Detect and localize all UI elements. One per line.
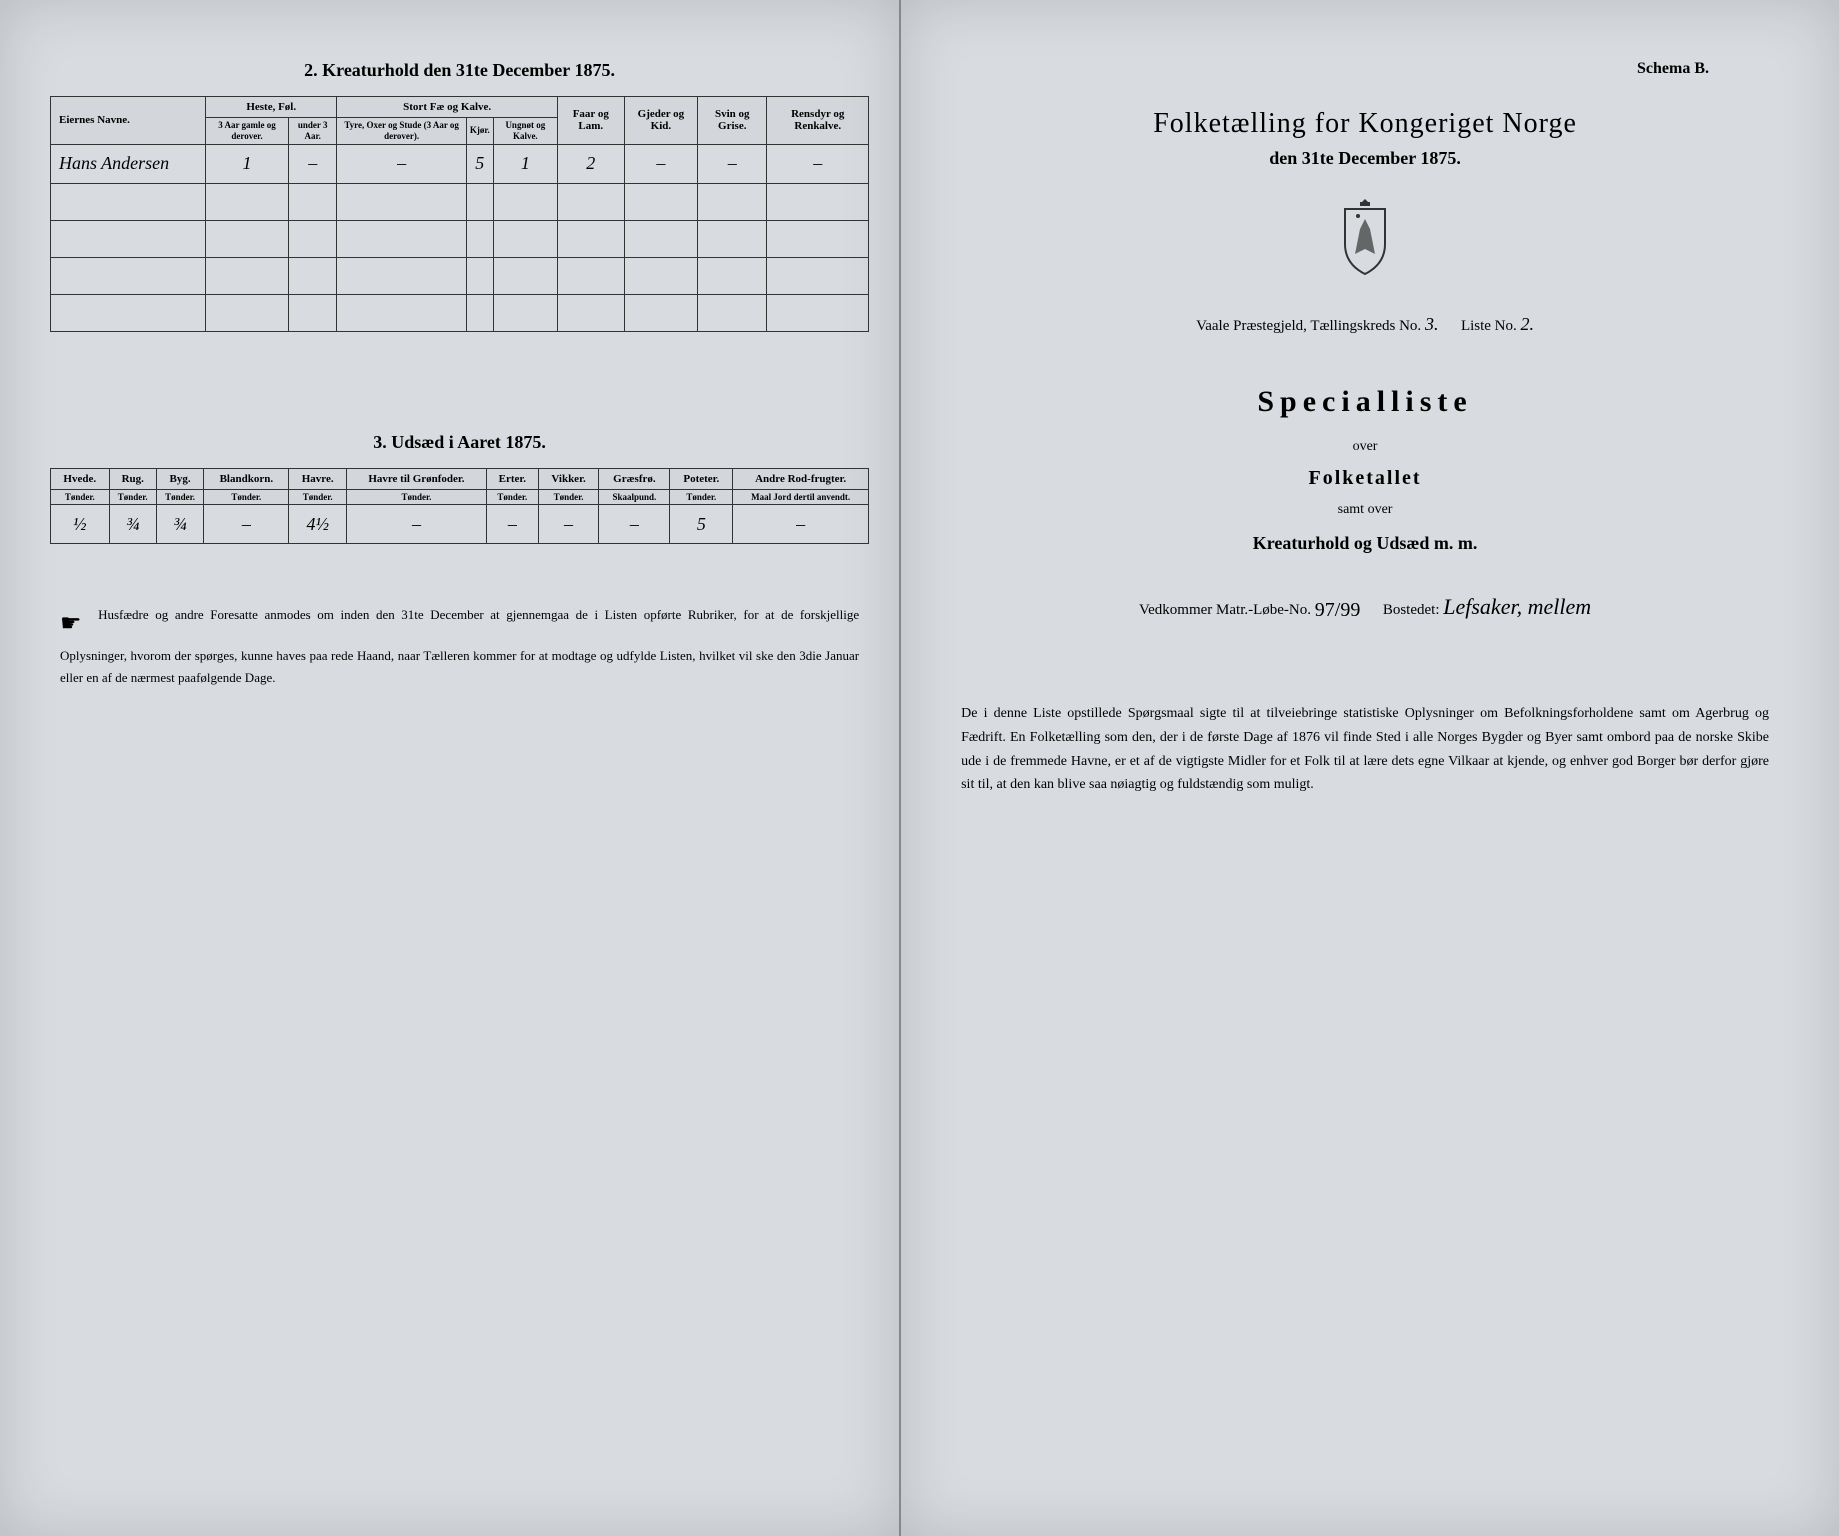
cell: – <box>624 144 697 183</box>
cell: 5 <box>670 505 733 544</box>
kreaturhold-label: Kreaturhold og Udsæd m. m. <box>941 533 1789 554</box>
unit: Tønder. <box>204 489 289 505</box>
folketallet-label: Folketallet <box>941 467 1789 490</box>
unit: Tønder. <box>51 489 110 505</box>
group-horses: Heste, Føl. <box>206 97 337 118</box>
cell: ¾ <box>156 505 203 544</box>
section3-title: 3. Udsæd i Aaret 1875. <box>50 432 869 453</box>
right-footer-text: De i denne Liste opstillede Spørgsmaal s… <box>941 702 1789 797</box>
cell: – <box>538 505 599 544</box>
census-title: Folketælling for Kongeriget Norge <box>941 108 1789 140</box>
cell: ¾ <box>109 505 156 544</box>
col-poteter: Poteter. <box>670 468 733 489</box>
cell: – <box>486 505 538 544</box>
cell: ½ <box>51 505 110 544</box>
left-footer-text: Husfædre og andre Foresatte anmodes om i… <box>60 607 859 685</box>
table-row <box>51 257 869 294</box>
cell: – <box>767 144 869 183</box>
bostedet: Lefsaker, mellem <box>1443 594 1591 619</box>
cell: 2 <box>557 144 624 183</box>
matr-no: 97/99 <box>1315 599 1361 622</box>
table-row <box>51 220 869 257</box>
group-cattle: Stort Fæ og Kalve. <box>337 97 557 118</box>
seed-table: Hvede. Rug. Byg. Blandkorn. Havre. Havre… <box>50 468 869 545</box>
livestock-table: Eiernes Navne. Heste, Føl. Stort Fæ og K… <box>50 96 869 332</box>
unit: Tønder. <box>346 489 486 505</box>
vedkommer-line: Vedkommer Matr.-Løbe-No. 97/99 Bostedet:… <box>941 594 1789 622</box>
col-hvede: Hvede. <box>51 468 110 489</box>
table-row: Hans Andersen 1 – – 5 1 2 – – – <box>51 144 869 183</box>
right-page: Schema B. Folketælling for Kongeriget No… <box>901 0 1839 1536</box>
parish-line: Vaale Præstegjeld, Tællingskreds No. 3. … <box>941 314 1789 335</box>
coat-of-arms-icon <box>941 194 1789 284</box>
owner-name: Hans Andersen <box>51 144 206 183</box>
unit: Tønder. <box>156 489 203 505</box>
sub-horse-3: 3 Aar gamle og derover. <box>206 118 289 145</box>
unit: Tønder. <box>670 489 733 505</box>
specialliste-title: Specialliste <box>941 385 1789 419</box>
liste-no: 2. <box>1521 314 1535 334</box>
group-sheep: Faar og Lam. <box>557 97 624 145</box>
vedkommer-prefix: Vedkommer Matr.-Løbe-No. <box>1139 602 1311 618</box>
sub-calves: Ungnøt og Kalve. <box>493 118 557 145</box>
sub-cows: Kjør. <box>466 118 493 145</box>
sub-bulls: Tyre, Oxer og Stude (3 Aar og derover). <box>337 118 466 145</box>
hand-pointer-icon: ☛ <box>60 604 82 645</box>
unit: Tønder. <box>109 489 156 505</box>
schema-label: Schema B. <box>941 60 1789 78</box>
cell: 1 <box>206 144 289 183</box>
unit: Tønder. <box>538 489 599 505</box>
group-reindeer: Rensdyr og Renkalve. <box>767 97 869 145</box>
col-blandkorn: Blandkorn. <box>204 468 289 489</box>
group-goats: Gjeder og Kid. <box>624 97 697 145</box>
cell: – <box>733 505 869 544</box>
unit: Tønder. <box>486 489 538 505</box>
col-havre-gron: Havre til Grønfoder. <box>346 468 486 489</box>
cell: – <box>599 505 670 544</box>
cell: – <box>337 144 466 183</box>
left-page: 2. Kreaturhold den 31te December 1875. E… <box>0 0 901 1536</box>
parish-prefix: Vaale Præstegjeld, Tællingskreds No. <box>1196 318 1421 334</box>
cell: – <box>346 505 486 544</box>
cell: – <box>288 144 336 183</box>
col-vikker: Vikker. <box>538 468 599 489</box>
cell: 1 <box>493 144 557 183</box>
col-erter: Erter. <box>486 468 538 489</box>
table-row <box>51 183 869 220</box>
bostedet-prefix: Bostedet: <box>1383 602 1440 618</box>
section2-title: 2. Kreaturhold den 31te December 1875. <box>50 60 869 81</box>
parish-no: 3. <box>1425 314 1439 334</box>
over-label: over <box>941 439 1789 455</box>
col-rug: Rug. <box>109 468 156 489</box>
unit: Tønder. <box>289 489 347 505</box>
table-row <box>51 294 869 331</box>
table-row: ½ ¾ ¾ – 4½ – – – – 5 – <box>51 505 869 544</box>
samt-over-label: samt over <box>941 502 1789 518</box>
col-rodfrugter: Andre Rod-frugter. <box>733 468 869 489</box>
unit: Maal Jord dertil anvendt. <box>733 489 869 505</box>
cell: 5 <box>466 144 493 183</box>
sub-horse-u3: under 3 Aar. <box>288 118 336 145</box>
unit: Skaalpund. <box>599 489 670 505</box>
col-byg: Byg. <box>156 468 203 489</box>
group-pigs: Svin og Grise. <box>698 97 767 145</box>
census-subtitle: den 31te December 1875. <box>941 148 1789 169</box>
cell: – <box>204 505 289 544</box>
col-graesfro: Græsfrø. <box>599 468 670 489</box>
cell: 4½ <box>289 505 347 544</box>
owner-header: Eiernes Navne. <box>51 97 206 145</box>
col-havre: Havre. <box>289 468 347 489</box>
liste-prefix: Liste No. <box>1461 318 1517 334</box>
left-footer: ☛ Husfædre og andre Foresatte anmodes om… <box>50 604 869 689</box>
cell: – <box>698 144 767 183</box>
